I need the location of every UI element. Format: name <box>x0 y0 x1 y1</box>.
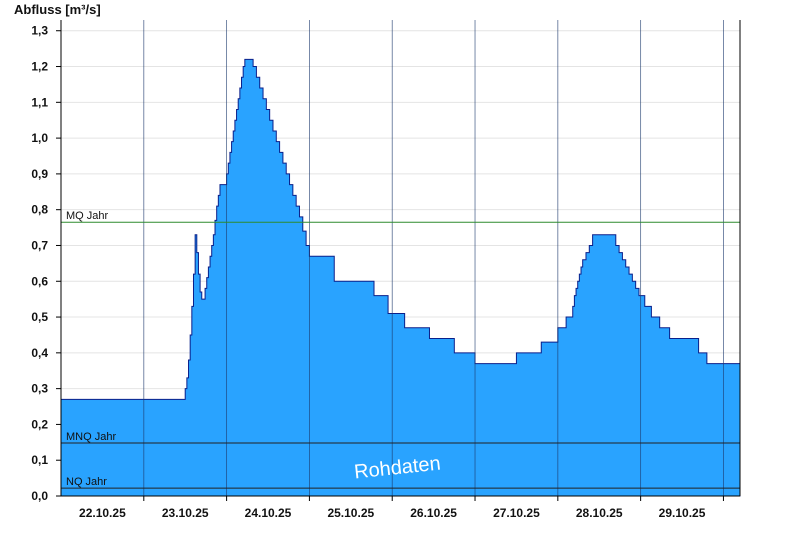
series-area-layer <box>60 58 741 497</box>
x-tick-label: 23.10.25 <box>162 506 209 520</box>
axes <box>56 20 741 501</box>
y-tick-label: 0,5 <box>31 310 48 324</box>
reference-lines: MQ Jahr MNQ Jahr NQ Jahr <box>61 210 740 489</box>
y-tick-label: 0,6 <box>31 274 48 288</box>
x-tick-label: 27.10.25 <box>493 506 540 520</box>
y-tick-label: 0,4 <box>31 346 48 360</box>
x-tick-label: 25.10.25 <box>327 506 374 520</box>
day-boundary-lines <box>143 20 724 496</box>
y-axis-label: Abfluss [m³/s] <box>14 2 101 17</box>
y-tick-label: 1,0 <box>31 131 48 145</box>
y-tick-label: 0,2 <box>31 417 48 431</box>
y-tick-label: 0,7 <box>31 238 48 252</box>
y-tick-label: 0,9 <box>31 167 48 181</box>
x-tick-label: 26.10.25 <box>410 506 457 520</box>
y-tick-labels: 0,0 0,1 0,2 0,3 0,4 0,5 0,6 0,7 0,8 0,9 1,0 1,1 1,2 1… <box>31 24 48 503</box>
y-tick-label: 1,3 <box>31 24 48 38</box>
reference-line-label: MQ Jahr <box>66 210 109 222</box>
series-area-0 <box>60 58 741 497</box>
y-tick-label: 0,0 <box>31 489 48 503</box>
x-tick-label: 29.10.25 <box>659 506 706 520</box>
x-tick-label: 28.10.25 <box>576 506 623 520</box>
y-tick-label: 1,2 <box>31 60 48 74</box>
reference-line-label: NQ Jahr <box>66 476 107 488</box>
x-tick-labels: 22.10.25 23.10.25 24.10.25 25.10.25 26.10.25… <box>79 506 706 520</box>
x-tick-label: 22.10.25 <box>79 506 126 520</box>
x-tick-label: 24.10.25 <box>245 506 292 520</box>
y-tick-label: 0,8 <box>31 203 48 217</box>
y-tick-label: 0,3 <box>31 382 48 396</box>
y-tick-label: 1,1 <box>31 95 48 109</box>
reference-line-label: MNQ Jahr <box>66 431 116 443</box>
y-tick-label: 0,1 <box>31 453 48 467</box>
